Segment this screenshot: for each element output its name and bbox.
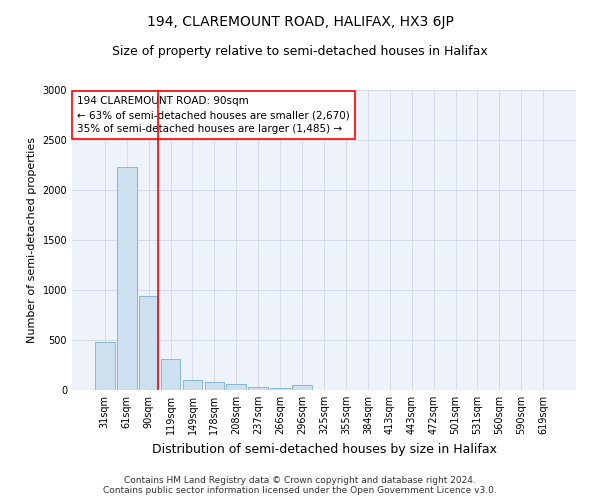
Y-axis label: Number of semi-detached properties: Number of semi-detached properties (27, 137, 37, 343)
X-axis label: Distribution of semi-detached houses by size in Halifax: Distribution of semi-detached houses by … (151, 442, 497, 456)
Bar (182, 380, 202, 390)
Bar (117, 167, 137, 390)
Bar (248, 386, 268, 390)
Bar (95, 342, 115, 390)
Text: Contains HM Land Registry data © Crown copyright and database right 2024.
Contai: Contains HM Land Registry data © Crown c… (103, 476, 497, 495)
Bar (161, 359, 181, 390)
Text: Size of property relative to semi-detached houses in Halifax: Size of property relative to semi-detach… (112, 45, 488, 58)
Bar (205, 382, 224, 390)
Bar (292, 384, 312, 390)
Bar (226, 384, 246, 390)
Bar (270, 388, 290, 390)
Bar (139, 296, 158, 390)
Text: 194 CLAREMOUNT ROAD: 90sqm
← 63% of semi-detached houses are smaller (2,670)
35%: 194 CLAREMOUNT ROAD: 90sqm ← 63% of semi… (77, 96, 350, 134)
Text: 194, CLAREMOUNT ROAD, HALIFAX, HX3 6JP: 194, CLAREMOUNT ROAD, HALIFAX, HX3 6JP (146, 15, 454, 29)
